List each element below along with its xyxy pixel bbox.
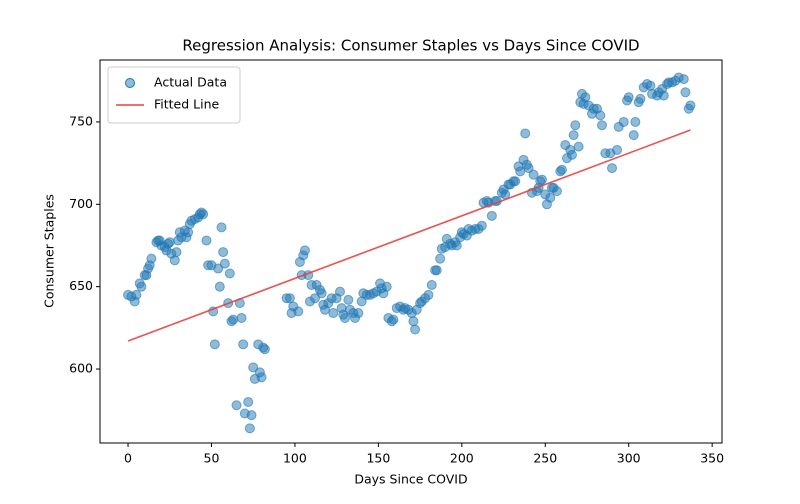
data-point bbox=[169, 255, 180, 266]
data-point bbox=[435, 253, 446, 264]
data-point bbox=[309, 293, 320, 304]
data-point bbox=[410, 324, 421, 335]
data-point bbox=[343, 294, 354, 305]
data-point bbox=[451, 240, 462, 251]
data-point bbox=[510, 176, 521, 187]
data-point bbox=[573, 141, 584, 152]
y-tick-label: 700 bbox=[69, 196, 93, 211]
data-point bbox=[198, 209, 209, 220]
data-point bbox=[136, 281, 147, 292]
plot-frame bbox=[99, 59, 723, 444]
data-point bbox=[244, 423, 255, 434]
data-point bbox=[536, 174, 547, 185]
data-point bbox=[595, 110, 606, 121]
y-axis-label: Consumer Staples bbox=[42, 194, 57, 308]
data-point bbox=[228, 314, 239, 325]
data-point bbox=[388, 314, 399, 325]
data-point bbox=[238, 339, 249, 350]
data-point bbox=[131, 289, 142, 300]
data-point bbox=[597, 120, 608, 131]
data-point bbox=[231, 400, 242, 411]
chart-title: Regression Analysis: Consumer Staples vs… bbox=[182, 37, 639, 55]
data-point bbox=[618, 116, 629, 127]
data-point bbox=[146, 253, 157, 264]
data-point bbox=[248, 362, 259, 373]
legend-box bbox=[107, 66, 241, 124]
data-point bbox=[556, 164, 567, 175]
data-point bbox=[214, 281, 225, 292]
x-tick-label: 150 bbox=[366, 451, 390, 466]
data-point bbox=[316, 288, 327, 299]
legend-label: Fitted Line bbox=[154, 97, 220, 112]
x-tick-label: 200 bbox=[450, 451, 474, 466]
data-point bbox=[545, 192, 556, 203]
y-tick-label: 650 bbox=[69, 278, 93, 293]
x-axis-label: Days Since COVID bbox=[354, 472, 467, 487]
data-point bbox=[678, 74, 689, 85]
data-point bbox=[339, 312, 350, 323]
x-tick-label: 300 bbox=[617, 451, 641, 466]
data-point bbox=[219, 258, 230, 269]
data-point bbox=[201, 235, 212, 246]
data-point bbox=[218, 247, 229, 258]
data-point bbox=[645, 80, 656, 91]
data-point bbox=[259, 344, 270, 355]
x-tick-label: 100 bbox=[283, 451, 307, 466]
legend-label: Actual Data bbox=[154, 75, 227, 90]
data-point bbox=[476, 220, 487, 231]
data-point bbox=[566, 149, 577, 160]
data-point bbox=[164, 237, 175, 248]
data-point bbox=[520, 128, 531, 139]
data-point bbox=[243, 396, 254, 407]
data-point bbox=[256, 372, 267, 383]
data-point bbox=[216, 222, 227, 233]
fitted-line bbox=[127, 129, 691, 342]
data-point bbox=[284, 293, 295, 304]
data-point bbox=[408, 316, 419, 327]
data-point bbox=[523, 163, 534, 174]
data-point bbox=[213, 263, 224, 274]
data-point bbox=[299, 245, 310, 256]
y-tick-label: 750 bbox=[69, 113, 93, 128]
data-point bbox=[224, 268, 235, 279]
x-tick-label: 250 bbox=[533, 451, 557, 466]
data-point bbox=[570, 120, 581, 131]
data-point bbox=[431, 265, 442, 276]
data-point bbox=[328, 308, 339, 319]
data-point bbox=[334, 286, 345, 297]
legend-marker bbox=[125, 78, 135, 88]
data-point bbox=[426, 280, 437, 291]
data-point bbox=[353, 308, 364, 319]
data-point bbox=[486, 210, 497, 221]
data-point bbox=[423, 289, 434, 300]
data-point bbox=[171, 247, 182, 258]
data-point bbox=[612, 144, 623, 155]
data-point bbox=[607, 163, 618, 174]
data-point bbox=[515, 166, 526, 177]
y-tick-label: 600 bbox=[69, 361, 93, 376]
data-point bbox=[246, 410, 257, 421]
data-point bbox=[381, 281, 392, 292]
data-point bbox=[630, 116, 641, 127]
data-point bbox=[658, 90, 669, 101]
data-point bbox=[568, 130, 579, 141]
data-point bbox=[623, 92, 634, 103]
data-point bbox=[528, 169, 539, 180]
x-tick-label: 350 bbox=[700, 451, 724, 466]
data-point bbox=[236, 312, 247, 323]
x-tick-label: 50 bbox=[204, 451, 220, 466]
data-point bbox=[628, 130, 639, 141]
data-point bbox=[635, 93, 646, 104]
x-tick-label: 0 bbox=[124, 451, 132, 466]
data-point bbox=[580, 92, 591, 103]
data-point bbox=[293, 306, 304, 317]
data-point bbox=[685, 100, 696, 111]
data-point bbox=[680, 87, 691, 98]
data-point bbox=[209, 339, 220, 350]
data-point bbox=[183, 227, 194, 238]
data-point bbox=[551, 186, 562, 197]
